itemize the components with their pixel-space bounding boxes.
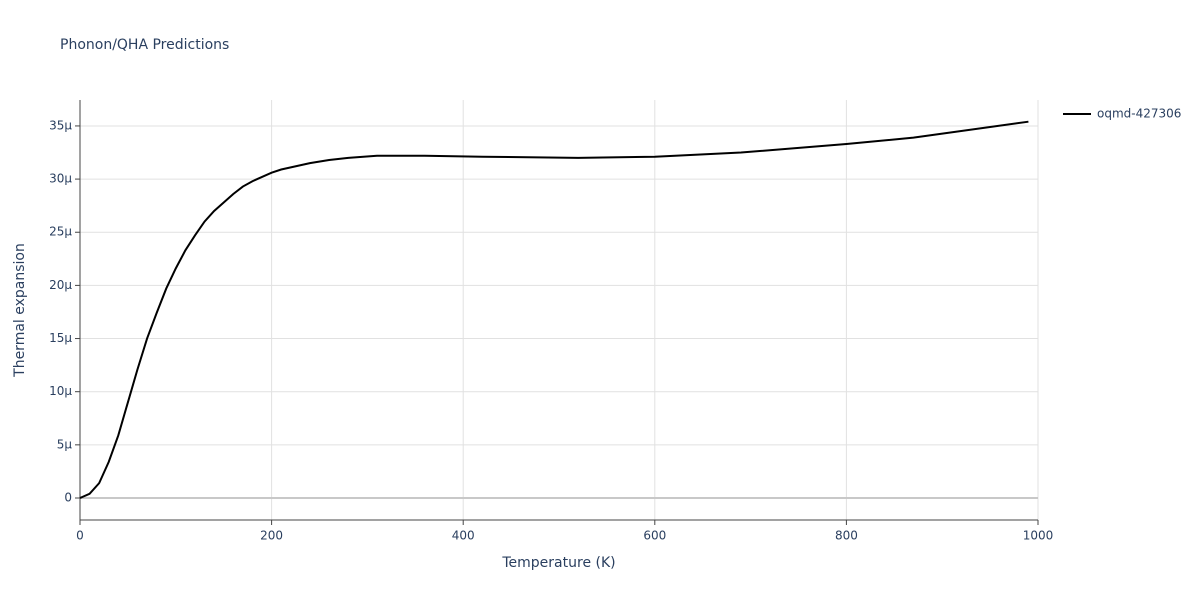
y-tick-label: 35μ bbox=[49, 118, 72, 132]
y-tick-label: 15μ bbox=[49, 331, 72, 345]
y-tick-label: 0 bbox=[64, 490, 72, 504]
y-tick-label: 10μ bbox=[49, 384, 72, 398]
legend-label: oqmd-427306 bbox=[1097, 107, 1181, 121]
x-tick-label: 800 bbox=[835, 529, 858, 543]
x-tick-label: 600 bbox=[643, 529, 666, 543]
x-tick-label: 400 bbox=[452, 529, 475, 543]
y-tick-label: 25μ bbox=[49, 225, 72, 239]
chart-title: Phonon/QHA Predictions bbox=[60, 37, 229, 53]
x-tick-label: 0 bbox=[76, 529, 84, 543]
line bbox=[79, 120, 1029, 499]
y-axis-label: Thermal expansion bbox=[12, 243, 28, 378]
y-tick-label: 20μ bbox=[49, 278, 72, 292]
y-tick-label: 30μ bbox=[49, 172, 72, 186]
y-tick-label: 5μ bbox=[57, 437, 73, 451]
x-tick-label: 200 bbox=[260, 529, 283, 543]
x-axis-label: Temperature (K) bbox=[501, 555, 615, 571]
x-tick-label: 1000 bbox=[1023, 529, 1054, 543]
